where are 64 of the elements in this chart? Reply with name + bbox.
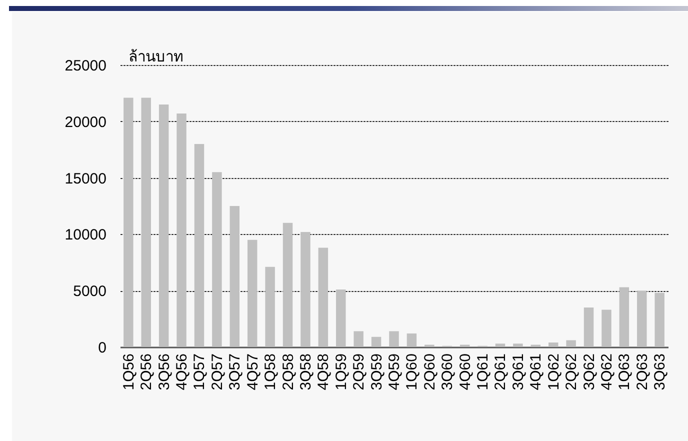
x-tick-label: 4Q59 (386, 354, 403, 390)
x-tick-label: 3Q57 (226, 354, 244, 390)
x-tick-label: 2Q59 (350, 354, 368, 390)
x-tick-label: 4Q60 (456, 354, 474, 390)
bar (584, 308, 594, 347)
x-tick-label: 1Q61 (474, 354, 492, 390)
bar (637, 290, 647, 347)
x-tick-label: 3Q59 (368, 354, 386, 390)
bar (495, 344, 506, 347)
bar (336, 289, 346, 347)
bar (124, 98, 134, 347)
bar (318, 248, 328, 347)
x-tick-label: 1Q56 (120, 354, 138, 390)
y-tick-label: 25000 (64, 58, 106, 74)
bar (619, 287, 630, 347)
bar (566, 340, 576, 347)
x-tick-label: 2Q57 (208, 354, 226, 390)
y-axis-title: ล้านบาท (128, 48, 184, 66)
bar (282, 222, 293, 347)
bar (354, 331, 364, 347)
y-tick-label: 20000 (64, 114, 106, 131)
bar (548, 342, 558, 347)
bar (513, 344, 523, 347)
y-tick-label: 15000 (64, 170, 106, 188)
bar (389, 331, 399, 347)
x-tick-label: 4Q57 (244, 354, 262, 390)
x-tick-label: 3Q62 (580, 354, 598, 390)
bar (230, 206, 240, 347)
bar (194, 144, 204, 347)
y-tick-label: 10000 (64, 226, 106, 244)
bar (176, 114, 186, 347)
x-tick-label: 1Q58 (262, 354, 280, 390)
x-tick-label: 4Q61 (528, 354, 545, 390)
x-tick-label: 3Q58 (297, 354, 314, 390)
x-tick-label: 3Q61 (510, 354, 527, 390)
x-tick-label: 3Q56 (156, 354, 173, 390)
x-tick-label: 2Q62 (563, 354, 580, 390)
bar (265, 266, 275, 347)
x-tick-label: 1Q63 (616, 354, 634, 390)
y-tick-label: 5000 (73, 283, 106, 300)
x-tick-label: 2Q58 (280, 354, 297, 390)
bar (141, 98, 151, 347)
x-tick-label: 2Q61 (492, 354, 510, 390)
y-tick-label: 0 (98, 340, 106, 356)
bar (158, 104, 169, 347)
bar (406, 333, 417, 347)
bar (654, 292, 664, 347)
x-tick-label: 1Q60 (404, 354, 421, 390)
bar (247, 240, 258, 347)
x-tick-label: 1Q57 (191, 354, 208, 390)
x-tick-label: 2Q63 (634, 354, 651, 390)
bar (371, 336, 382, 347)
x-tick-label: 2Q56 (138, 354, 156, 390)
bar (300, 232, 310, 347)
x-tick-label: 4Q58 (315, 354, 332, 390)
x-tick-label: 4Q56 (174, 354, 191, 390)
bar (602, 310, 612, 347)
bar (212, 172, 222, 347)
x-tick-label: 1Q59 (332, 354, 350, 390)
x-tick-label: 3Q63 (652, 354, 669, 390)
x-tick-label: 1Q62 (545, 354, 562, 390)
x-tick-label: 2Q60 (421, 354, 438, 390)
x-tick-label: 3Q60 (439, 354, 456, 390)
x-tick-label: 4Q62 (598, 354, 616, 390)
